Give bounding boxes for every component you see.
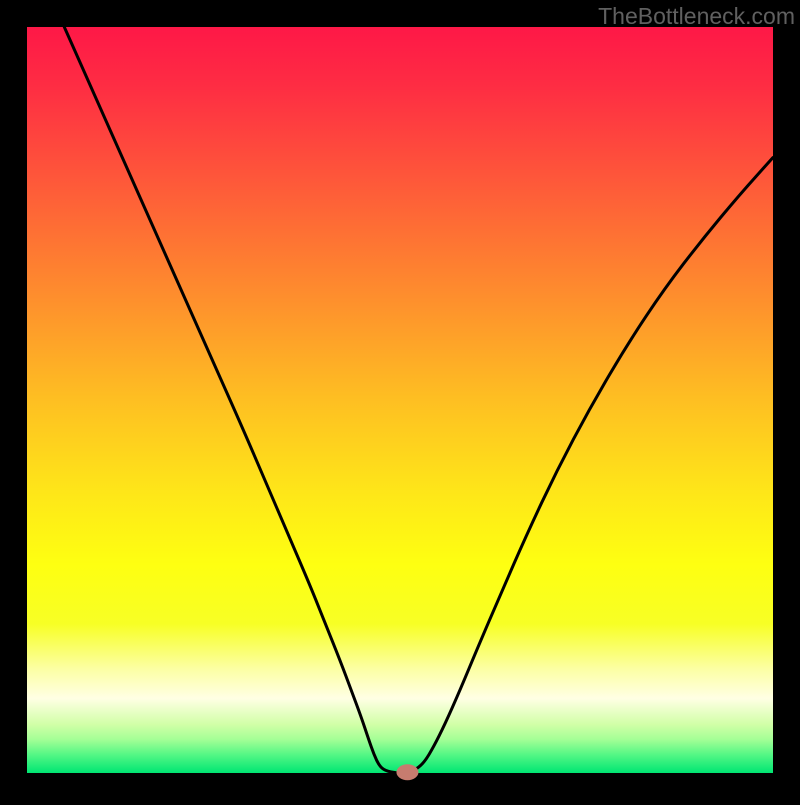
chart-svg [0,0,800,800]
bottleneck-chart: TheBottleneck.com [0,0,800,800]
watermark-text: TheBottleneck.com [598,3,795,30]
optimum-marker [396,764,418,780]
plot-background [27,27,773,773]
